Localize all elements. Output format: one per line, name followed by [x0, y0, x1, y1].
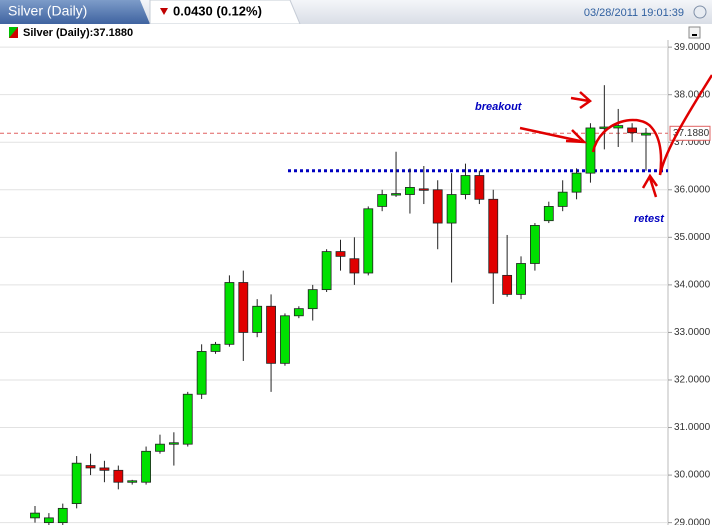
candle-body [155, 443, 165, 452]
annotation: breakout [475, 101, 523, 113]
y-tick-label: 29.0000 [674, 517, 711, 525]
annotation: retest [634, 213, 665, 225]
price-change: 0.0430 (0.12%) [173, 3, 262, 18]
y-tick-label: 35.0000 [674, 232, 711, 243]
title-tab [0, 0, 150, 24]
y-tick-label: 32.0000 [674, 375, 711, 386]
candle-body [293, 308, 304, 317]
candle-body [405, 187, 415, 195]
candle-body [307, 289, 318, 310]
candle-body [543, 206, 554, 222]
candle-body [113, 469, 124, 483]
down-triangle [160, 8, 168, 15]
candle-body [571, 172, 582, 193]
minimize-button[interactable] [688, 26, 701, 39]
candle-body [57, 507, 68, 524]
y-tick-label: 33.0000 [674, 327, 711, 338]
candle-body [460, 175, 471, 195]
y-tick-label: 34.0000 [674, 280, 711, 291]
retest-arrow [641, 173, 659, 198]
candle-body [516, 263, 526, 295]
candle-body [252, 305, 263, 333]
candle-body [474, 175, 485, 200]
y-tick-label: 37.0000 [674, 137, 711, 148]
candle-body [418, 188, 429, 191]
candle-body [280, 315, 290, 364]
drawn-annotations [519, 74, 712, 198]
candle-body [585, 127, 596, 174]
candle-body [432, 189, 443, 224]
y-tick-label: 36.0000 [674, 184, 711, 195]
candle-body [99, 467, 110, 471]
high-arrow [570, 91, 593, 110]
y-tick-label: 39.0000 [674, 42, 711, 53]
plot-background [0, 24, 712, 525]
y-tick-label: 30.0000 [674, 470, 711, 481]
candle-body [488, 198, 499, 274]
candle-body [613, 125, 624, 129]
candle-body [210, 343, 221, 352]
candle-body [224, 282, 235, 345]
candle-body [446, 194, 457, 224]
candle-body [141, 450, 151, 483]
candle-body [127, 480, 138, 483]
candle-body [530, 225, 540, 264]
candle-body [321, 251, 332, 291]
breakout-arrowhead [565, 129, 588, 144]
settings-button[interactable] [693, 5, 707, 19]
legend-icon-red [9, 27, 18, 38]
candle-body [627, 127, 638, 134]
candle-body [377, 194, 388, 207]
candle-body [363, 208, 374, 274]
y-tick-label: 31.0000 [674, 422, 711, 433]
retest-curve [591, 74, 712, 176]
y-tick-label: 38.0000 [674, 89, 711, 100]
candle-body [85, 465, 96, 469]
candle-body [30, 512, 40, 519]
candle-body [641, 132, 651, 136]
breakout-arrow [519, 126, 581, 143]
candle-body [335, 251, 346, 257]
chart-title: Silver (Daily) [8, 3, 87, 19]
candle-body [349, 258, 360, 274]
candle-body [196, 351, 207, 395]
candle-body [391, 193, 401, 196]
candle-body [43, 517, 54, 524]
datetime: 03/28/2011 19:01:39 [584, 7, 684, 19]
candle-body [168, 442, 179, 445]
candle-body [238, 282, 249, 333]
candle-body [557, 191, 568, 207]
candle-body [182, 393, 193, 445]
candle-body [502, 274, 513, 295]
candle-body [71, 462, 82, 505]
candle-body [266, 305, 276, 364]
last-price-label: 37.1880 [673, 128, 710, 139]
legend-text: Silver (Daily):37.1880 [23, 27, 133, 39]
